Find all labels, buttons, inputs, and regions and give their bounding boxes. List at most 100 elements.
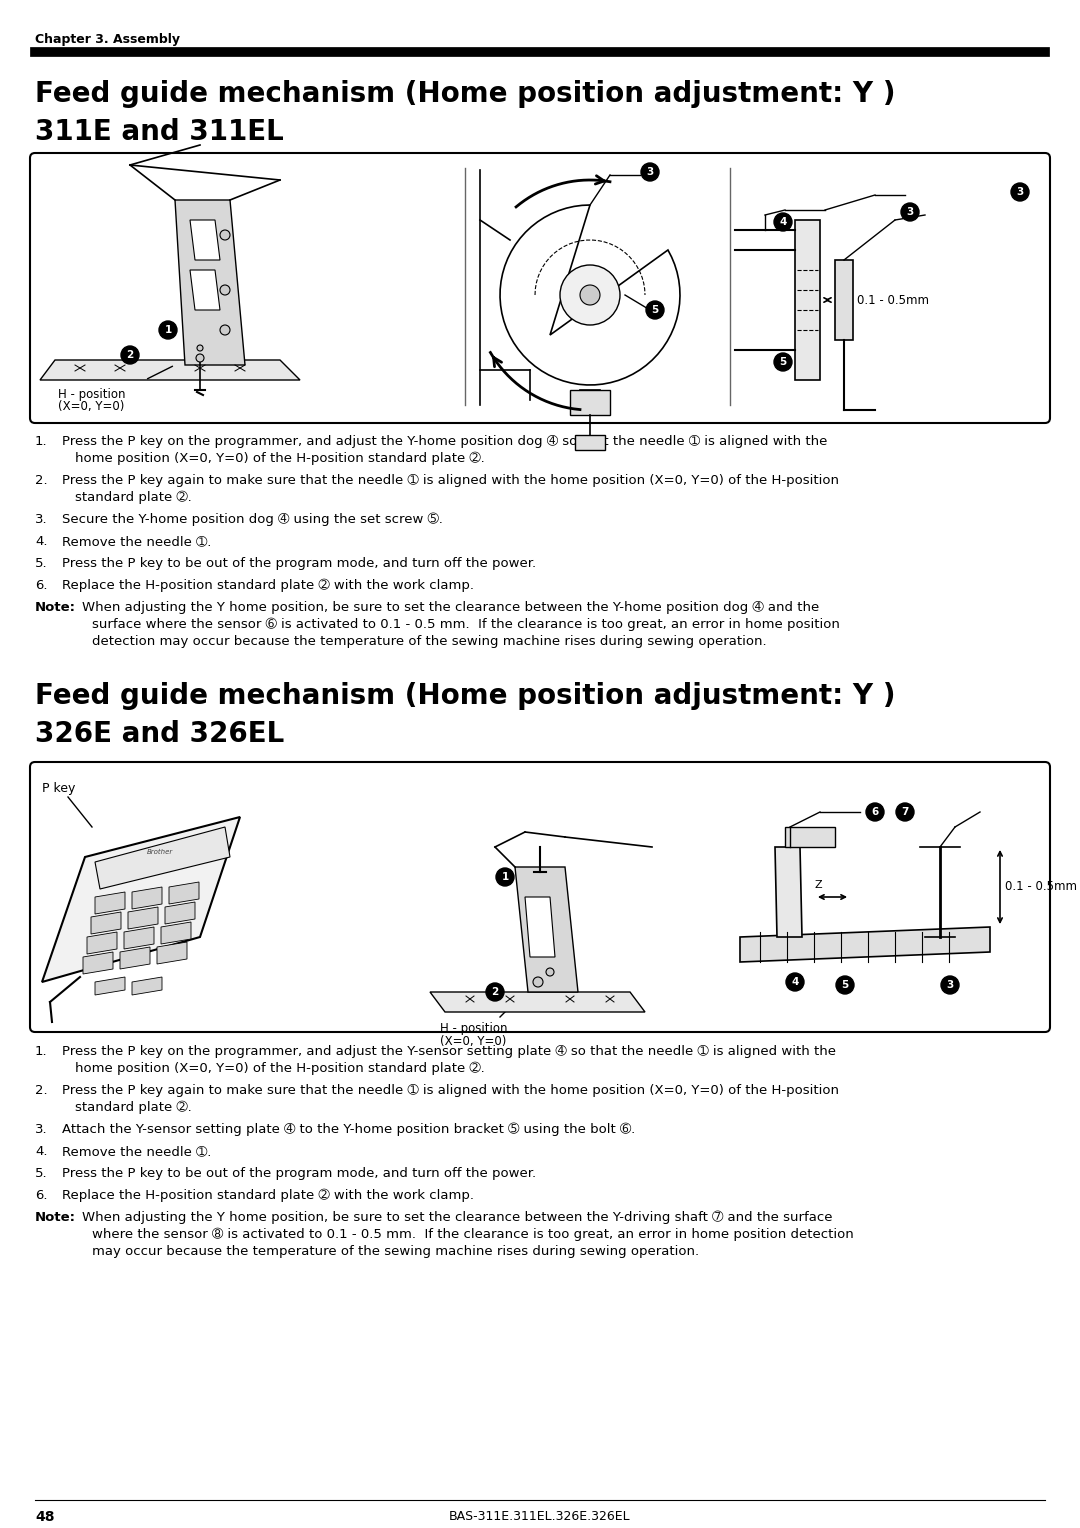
Text: standard plate ➁.: standard plate ➁. bbox=[75, 1102, 192, 1114]
Text: 3.: 3. bbox=[35, 1123, 48, 1135]
Polygon shape bbox=[515, 866, 578, 992]
Polygon shape bbox=[157, 941, 187, 964]
Polygon shape bbox=[124, 927, 154, 949]
Text: 5.: 5. bbox=[35, 1167, 48, 1180]
Circle shape bbox=[195, 354, 204, 362]
Circle shape bbox=[486, 983, 504, 1001]
Text: home position (X=0, Y=0) of the H-position standard plate ➁.: home position (X=0, Y=0) of the H-positi… bbox=[75, 1062, 485, 1076]
FancyBboxPatch shape bbox=[575, 435, 605, 451]
Text: 6.: 6. bbox=[35, 579, 48, 591]
Text: 2: 2 bbox=[491, 987, 499, 996]
Text: Press the P key to be out of the program mode, and turn off the power.: Press the P key to be out of the program… bbox=[62, 1167, 536, 1180]
Text: 4: 4 bbox=[792, 976, 799, 987]
Text: 4.: 4. bbox=[35, 1144, 48, 1158]
Text: 1: 1 bbox=[501, 872, 509, 882]
FancyBboxPatch shape bbox=[785, 827, 835, 847]
Polygon shape bbox=[740, 927, 990, 963]
Text: Attach the Y-sensor setting plate ➃ to the Y-home position bracket ➄ using the b: Attach the Y-sensor setting plate ➃ to t… bbox=[62, 1123, 635, 1137]
Text: home position (X=0, Y=0) of the H-position standard plate ➁.: home position (X=0, Y=0) of the H-positi… bbox=[75, 452, 485, 466]
Circle shape bbox=[774, 353, 792, 371]
Text: 311E and 311EL: 311E and 311EL bbox=[35, 118, 284, 147]
FancyBboxPatch shape bbox=[795, 220, 820, 380]
Text: Remove the needle ➀.: Remove the needle ➀. bbox=[62, 1144, 212, 1158]
Polygon shape bbox=[95, 827, 230, 889]
Circle shape bbox=[896, 804, 914, 821]
Text: 1: 1 bbox=[164, 325, 172, 335]
Text: 0.1 - 0.5mm: 0.1 - 0.5mm bbox=[1005, 880, 1077, 894]
Circle shape bbox=[774, 212, 792, 231]
Text: 2: 2 bbox=[126, 350, 134, 361]
Text: 5: 5 bbox=[780, 358, 786, 367]
Text: 3: 3 bbox=[646, 167, 653, 177]
Polygon shape bbox=[129, 908, 158, 929]
Polygon shape bbox=[87, 932, 117, 953]
Text: Press the P key on the programmer, and adjust the Y-sensor setting plate ➃ so th: Press the P key on the programmer, and a… bbox=[62, 1045, 836, 1057]
Text: Note:: Note: bbox=[35, 1212, 76, 1224]
Text: where the sensor ➇ is activated to 0.1 - 0.5 mm.  If the clearance is too great,: where the sensor ➇ is activated to 0.1 -… bbox=[92, 1229, 854, 1241]
Circle shape bbox=[580, 286, 600, 306]
Polygon shape bbox=[775, 847, 802, 937]
Polygon shape bbox=[40, 361, 300, 380]
Text: (X=0, Y=0): (X=0, Y=0) bbox=[58, 400, 124, 413]
Polygon shape bbox=[132, 886, 162, 909]
Text: Replace the H-position standard plate ➁ with the work clamp.: Replace the H-position standard plate ➁ … bbox=[62, 1189, 474, 1203]
Text: 5.: 5. bbox=[35, 558, 48, 570]
Text: 5: 5 bbox=[651, 306, 659, 315]
Text: 7: 7 bbox=[902, 807, 908, 817]
Circle shape bbox=[866, 804, 885, 821]
Text: surface where the sensor ➅ is activated to 0.1 - 0.5 mm.  If the clearance is to: surface where the sensor ➅ is activated … bbox=[92, 617, 840, 631]
Circle shape bbox=[561, 264, 620, 325]
Text: 6.: 6. bbox=[35, 1189, 48, 1203]
Text: 1.: 1. bbox=[35, 435, 48, 448]
Text: Feed guide mechanism (Home position adjustment: Y ): Feed guide mechanism (Home position adju… bbox=[35, 681, 895, 711]
Text: H - position: H - position bbox=[58, 388, 125, 400]
Circle shape bbox=[941, 976, 959, 995]
Polygon shape bbox=[175, 200, 245, 365]
Circle shape bbox=[121, 345, 139, 364]
Polygon shape bbox=[95, 892, 125, 914]
Circle shape bbox=[646, 301, 664, 319]
Text: 3: 3 bbox=[906, 206, 914, 217]
Polygon shape bbox=[132, 976, 162, 995]
Text: H - position: H - position bbox=[440, 1022, 508, 1034]
Circle shape bbox=[546, 969, 554, 976]
Text: Brother: Brother bbox=[147, 850, 173, 856]
Text: 48: 48 bbox=[35, 1510, 54, 1523]
Text: Secure the Y-home position dog ➃ using the set screw ➄.: Secure the Y-home position dog ➃ using t… bbox=[62, 513, 443, 527]
Text: 2.: 2. bbox=[35, 474, 48, 487]
Polygon shape bbox=[95, 976, 125, 995]
Text: 2.: 2. bbox=[35, 1083, 48, 1097]
Text: 1.: 1. bbox=[35, 1045, 48, 1057]
Polygon shape bbox=[161, 921, 191, 944]
Text: Remove the needle ➀.: Remove the needle ➀. bbox=[62, 535, 212, 549]
Text: 4.: 4. bbox=[35, 535, 48, 549]
Polygon shape bbox=[430, 992, 645, 1012]
Polygon shape bbox=[91, 912, 121, 934]
Text: may occur because the temperature of the sewing machine rises during sewing oper: may occur because the temperature of the… bbox=[92, 1245, 699, 1258]
Text: 3: 3 bbox=[946, 979, 954, 990]
Text: 5: 5 bbox=[841, 979, 849, 990]
Circle shape bbox=[197, 345, 203, 351]
Text: BAS-311E.311EL.326E.326EL: BAS-311E.311EL.326E.326EL bbox=[449, 1510, 631, 1523]
Polygon shape bbox=[83, 952, 113, 973]
Polygon shape bbox=[168, 882, 199, 905]
Polygon shape bbox=[500, 205, 680, 385]
Polygon shape bbox=[120, 947, 150, 969]
Text: (X=0, Y=0): (X=0, Y=0) bbox=[440, 1034, 507, 1048]
Text: 3.: 3. bbox=[35, 513, 48, 526]
Text: When adjusting the Y home position, be sure to set the clearance between the Y-h: When adjusting the Y home position, be s… bbox=[82, 601, 820, 614]
Text: Press the P key again to make sure that the needle ➀ is aligned with the home po: Press the P key again to make sure that … bbox=[62, 1083, 839, 1097]
Text: P key: P key bbox=[42, 782, 76, 795]
Text: 4: 4 bbox=[780, 217, 786, 228]
Text: 326E and 326EL: 326E and 326EL bbox=[35, 720, 284, 749]
Circle shape bbox=[220, 286, 230, 295]
Circle shape bbox=[786, 973, 804, 992]
Circle shape bbox=[901, 203, 919, 222]
Text: Press the P key to be out of the program mode, and turn off the power.: Press the P key to be out of the program… bbox=[62, 558, 536, 570]
Polygon shape bbox=[165, 902, 195, 924]
Text: standard plate ➁.: standard plate ➁. bbox=[75, 490, 192, 504]
Text: Replace the H-position standard plate ➁ with the work clamp.: Replace the H-position standard plate ➁ … bbox=[62, 579, 474, 593]
Text: Z: Z bbox=[814, 880, 822, 889]
Circle shape bbox=[220, 325, 230, 335]
Text: Feed guide mechanism (Home position adjustment: Y ): Feed guide mechanism (Home position adju… bbox=[35, 79, 895, 108]
